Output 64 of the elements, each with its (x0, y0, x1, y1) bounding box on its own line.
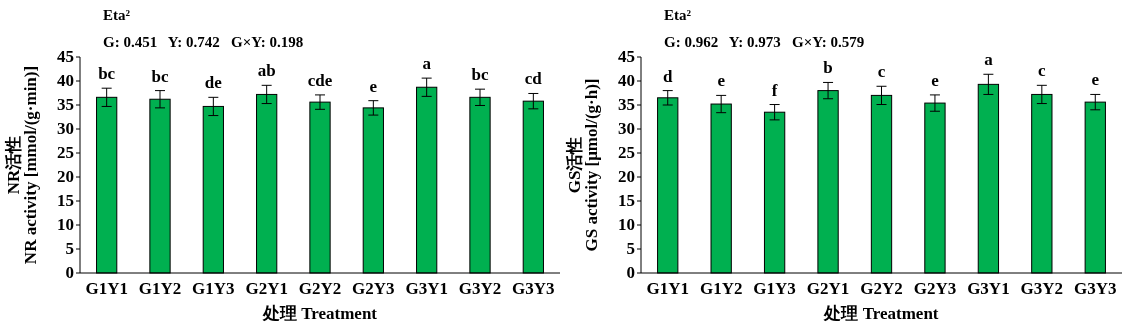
y-tick-label: 30 (57, 119, 74, 138)
annotation: bc (98, 64, 116, 84)
x-tick-label: G3Y3 (1074, 279, 1117, 298)
annotation: e (717, 71, 726, 91)
y-tick-label: 45 (618, 47, 635, 66)
y-tick-label: 25 (618, 143, 635, 162)
chart-subtitle: G: 0.451 Y: 0.742 G×Y: 0.198 (103, 34, 304, 50)
y-tick-label: 0 (65, 263, 74, 282)
annotation: e (931, 70, 940, 90)
annotation: e (369, 76, 378, 96)
y-tick-label: 20 (57, 167, 74, 186)
annotation: f (771, 80, 778, 100)
y-tick-label: 10 (57, 215, 74, 234)
x-tick-label: G2Y3 (352, 279, 395, 298)
y-tick-label: 45 (57, 47, 74, 66)
annotation: bc (151, 66, 169, 86)
annotation: cde (307, 70, 333, 90)
y-tick-label: 5 (65, 239, 74, 258)
x-tick-label: G3Y1 (967, 279, 1010, 298)
y-tick-label: 35 (57, 95, 74, 114)
x-tick-label: G1Y1 (85, 279, 128, 298)
y-tick-label: 5 (626, 239, 635, 258)
x-tick-label: G3Y3 (512, 279, 555, 298)
annotation: a (984, 50, 994, 70)
annotation: b (823, 58, 833, 78)
y-tick-label: 30 (618, 119, 635, 138)
x-tick-label: G2Y1 (245, 279, 288, 298)
y-axis-title: NR活性 NR activity [mmol/(g·min)] (4, 65, 40, 265)
annotation: d (662, 66, 673, 86)
y-tick-label: 15 (57, 191, 74, 210)
x-tick-label: G2Y2 (860, 279, 903, 298)
x-tick-label: G3Y2 (1020, 279, 1064, 298)
x-axis-title: 处理 Treatment (261, 304, 378, 323)
x-tick-label: G1Y2 (699, 279, 743, 298)
y-tick-label: 40 (618, 71, 635, 90)
chart-title: Eta² (664, 7, 692, 23)
x-tick-label: G2Y2 (298, 279, 342, 298)
annotation: bc (471, 65, 489, 85)
annotation: e (1091, 70, 1100, 90)
x-tick-label: G1Y3 (192, 279, 235, 298)
x-tick-label: G2Y3 (913, 279, 957, 298)
y-tick-label: 10 (618, 215, 635, 234)
x-tick-label: G1Y2 (138, 279, 182, 298)
chart-subtitle: G: 0.962 Y: 0.973 G×Y: 0.579 (664, 34, 865, 50)
y-tick-label: 0 (626, 263, 635, 282)
y-tick-label: 15 (618, 191, 635, 210)
y-tick-label: 35 (618, 95, 635, 114)
x-tick-label: G3Y2 (458, 279, 502, 298)
annotation: de (204, 73, 223, 93)
y-tick-label: 40 (57, 71, 74, 90)
x-tick-label: G2Y1 (806, 279, 850, 298)
annotation: c (1038, 61, 1047, 81)
x-axis-title: 处理 Treatment (823, 304, 939, 323)
annotation: ab (257, 61, 276, 81)
x-tick-label: G3Y1 (405, 279, 448, 298)
annotation: c (877, 62, 886, 82)
y-tick-label: 20 (618, 167, 635, 186)
x-tick-label: G1Y1 (646, 279, 689, 298)
y-axis-title: GS活性 GS activity [μmol/(g·h)] (565, 78, 601, 252)
chart-title: Eta² (103, 7, 131, 23)
y-tick-label: 25 (57, 143, 74, 162)
annotation: a (422, 54, 432, 74)
annotation: cd (524, 69, 543, 89)
x-tick-label: G1Y3 (753, 279, 796, 298)
